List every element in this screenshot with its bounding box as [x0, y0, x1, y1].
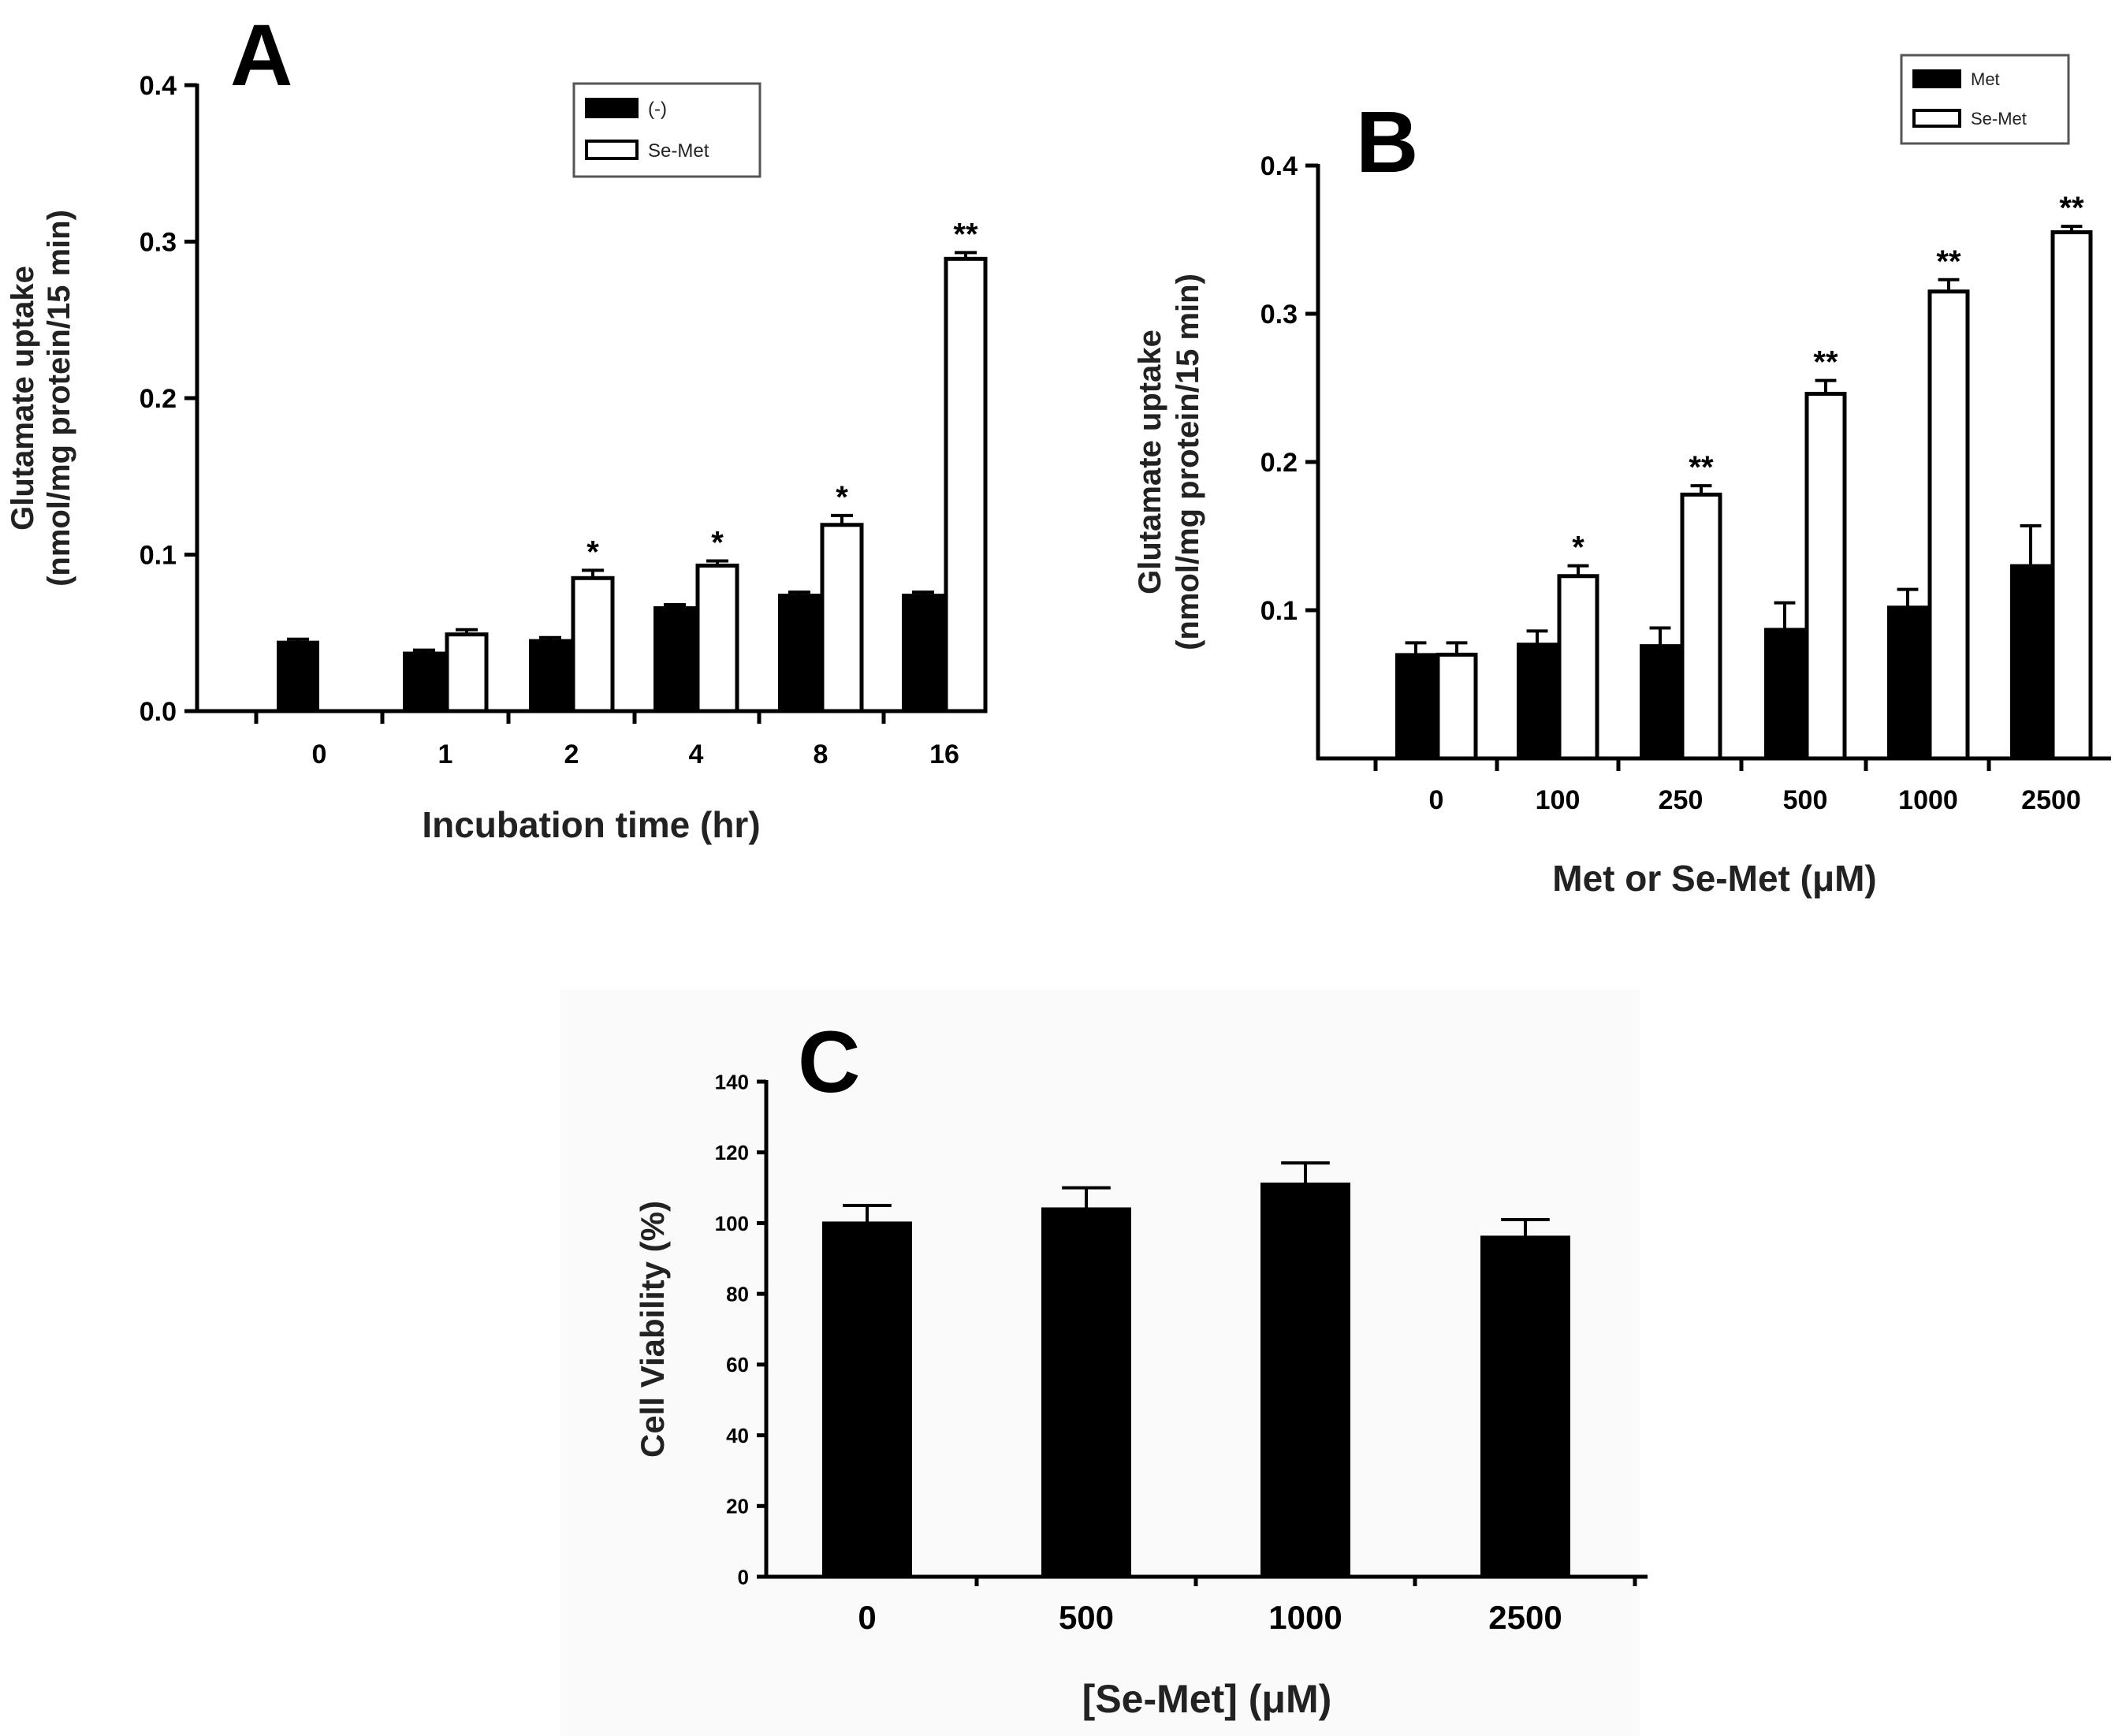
- bar-: [277, 640, 319, 713]
- bar-semet: [1041, 1207, 1131, 1578]
- significance-marker: **: [1936, 244, 1961, 279]
- bar-met: [1517, 643, 1558, 760]
- legend-swatch: [585, 140, 639, 160]
- bar-semet: [944, 256, 988, 713]
- y-tick-label: 0.4: [140, 71, 177, 101]
- x-tick-label: 1000: [1268, 1599, 1342, 1636]
- legend-swatch: [1912, 109, 1961, 128]
- legend-label: Se-Met: [1971, 109, 2027, 129]
- bar-semet: [695, 563, 739, 713]
- y-tick-label: 80: [726, 1283, 749, 1306]
- x-tick-label: 1: [438, 739, 453, 769]
- bar-met: [1764, 628, 1805, 760]
- x-axis-title: [Se-Met] (μM): [1082, 1677, 1332, 1721]
- bar-met: [2010, 564, 2051, 760]
- significance-marker: *: [836, 480, 848, 515]
- bar-semet: [1680, 492, 1722, 761]
- panel-b: 0.10.20.30.40 100 250 500 1000 2500*********G…: [1133, 54, 2111, 899]
- bar-: [778, 594, 821, 713]
- x-tick-label: 16: [929, 739, 959, 769]
- bar-: [529, 639, 572, 713]
- x-tick-label: 2: [564, 739, 579, 769]
- legend-swatch: [585, 98, 639, 118]
- x-tick-label: 100: [1536, 785, 1581, 815]
- significance-marker: **: [953, 217, 978, 251]
- y-axis-title: Glutamate uptake: [6, 266, 40, 531]
- y-tick-label: 40: [726, 1424, 749, 1447]
- y-axis-title: (nmol/mg protein/15 min): [42, 210, 76, 587]
- y-tick-label: 140: [715, 1070, 749, 1093]
- bar-semet: [1557, 574, 1599, 761]
- x-tick-label: 0: [312, 739, 327, 769]
- bar-: [403, 651, 445, 713]
- x-tick-label: 250: [1659, 785, 1704, 815]
- x-axis-title: Met or Se-Met (μM): [1552, 858, 1876, 899]
- x-axis-title: Incubation time (hr): [422, 804, 760, 845]
- y-tick-label: 0.3: [1260, 300, 1298, 330]
- y-tick-label: 0.2: [140, 384, 177, 414]
- x-tick-label: 2500: [1488, 1599, 1562, 1636]
- legend-box: [1900, 54, 2070, 145]
- bar-semet: [820, 523, 864, 713]
- legend-label: Met: [1971, 69, 2000, 89]
- x-tick-label: 500: [1059, 1599, 1114, 1636]
- legend-label: (-): [648, 99, 667, 120]
- x-tick-label: 4: [689, 739, 704, 769]
- significance-marker: *: [711, 525, 724, 560]
- significance-marker: **: [2059, 191, 2084, 225]
- panel-letter: A: [230, 7, 292, 104]
- significance-marker: *: [1572, 531, 1584, 565]
- panel-letter: C: [798, 1014, 860, 1111]
- significance-marker: **: [1813, 345, 1838, 380]
- y-tick-label: 100: [715, 1212, 749, 1235]
- x-tick-label: 0: [858, 1599, 876, 1636]
- bar-: [902, 594, 944, 713]
- panel-a: 0.00.10.20.30.40 1 2 4 8 16* ****Glutamate upt…: [6, 7, 988, 845]
- y-tick-label: 0.4: [1260, 151, 1298, 181]
- y-tick-label: 0.1: [140, 541, 177, 571]
- y-axis-title: (nmol/mg protein/15 min): [1171, 274, 1205, 650]
- panel-letter: B: [1356, 94, 1418, 191]
- bar-semet: [822, 1221, 912, 1579]
- bar-met: [1395, 653, 1436, 761]
- x-tick-label: 0: [1429, 785, 1444, 815]
- legend-label: Se-Met: [648, 140, 709, 162]
- y-tick-label: 0.1: [1260, 596, 1298, 626]
- legend-box: [572, 82, 761, 178]
- y-tick-label: 0: [738, 1565, 749, 1589]
- bar-semet: [1260, 1183, 1350, 1578]
- bar-semet: [1435, 652, 1478, 761]
- bar-semet: [571, 576, 615, 713]
- x-tick-label: 500: [1783, 785, 1828, 815]
- bar-semet: [2050, 230, 2093, 761]
- y-tick-label: 0.2: [1260, 448, 1298, 478]
- bar-met: [1640, 644, 1681, 760]
- bar-: [653, 605, 696, 713]
- y-tick-label: 0.3: [140, 228, 177, 258]
- legend-swatch: [1912, 69, 1961, 88]
- significance-marker: *: [586, 535, 599, 569]
- x-tick-label: 2500: [2021, 785, 2081, 815]
- panel-c: 0 20 40 60 80 100 120 140 0 500 1000 2500 Cell Viabi…: [634, 1014, 1648, 1721]
- bar-semet: [1804, 392, 1847, 761]
- y-tick-label: 60: [726, 1353, 749, 1377]
- significance-marker: **: [1689, 450, 1714, 485]
- y-axis-title: Glutamate uptake: [1133, 330, 1167, 594]
- bar-semet: [1927, 289, 1970, 761]
- y-tick-label: 20: [726, 1495, 749, 1518]
- y-axis-title: Cell Viability (%): [634, 1201, 671, 1458]
- bar-semet: [1480, 1235, 1570, 1579]
- x-tick-label: 8: [814, 739, 828, 769]
- x-tick-label: 1000: [1898, 785, 1958, 815]
- y-tick-label: 120: [715, 1141, 749, 1164]
- y-tick-label: 0.0: [140, 697, 177, 727]
- bar-met: [1887, 605, 1928, 760]
- bar-semet: [445, 632, 489, 713]
